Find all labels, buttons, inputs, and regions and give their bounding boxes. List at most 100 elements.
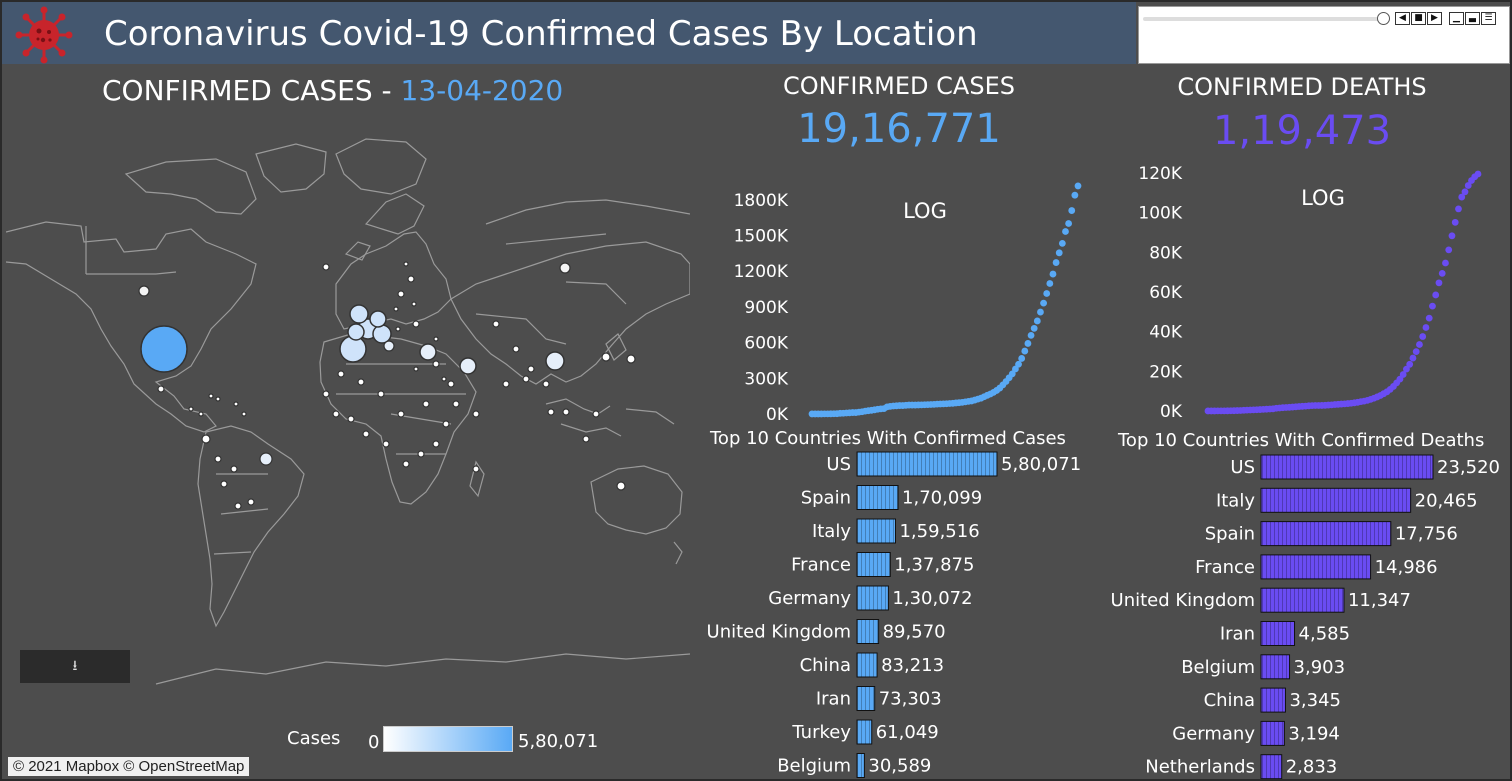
case-marker[interactable] [201, 434, 211, 444]
case-marker[interactable] [377, 390, 385, 398]
data-point[interactable] [1451, 218, 1459, 226]
bar[interactable] [1260, 754, 1283, 779]
deaths-trend-chart[interactable]: 0K 20K 40K 60K 80K 100K 120K LOG [1112, 157, 1512, 427]
case-marker[interactable] [459, 357, 477, 375]
case-marker[interactable] [215, 396, 221, 402]
data-point[interactable] [1455, 205, 1462, 213]
case-marker[interactable] [616, 481, 626, 491]
data-point[interactable] [1052, 259, 1060, 266]
case-marker[interactable] [447, 380, 455, 388]
stop-icon[interactable]: ■ [1411, 12, 1426, 25]
data-point[interactable] [1074, 182, 1082, 190]
bar[interactable] [1260, 521, 1392, 547]
bar[interactable] [1260, 587, 1345, 613]
previous-icon[interactable]: ◀ [1395, 12, 1410, 25]
data-point[interactable] [1062, 228, 1069, 235]
data-point[interactable] [1425, 314, 1433, 322]
case-marker[interactable] [433, 336, 439, 342]
data-point[interactable] [1030, 324, 1038, 332]
case-marker[interactable] [357, 378, 365, 386]
top-deaths-bar-chart[interactable]: US 23,520 Italy 20,465 Spain 17,756 France 14,9… [1107, 450, 1512, 781]
case-marker[interactable] [626, 354, 636, 364]
case-marker[interactable] [349, 304, 369, 324]
case-marker[interactable] [259, 452, 273, 466]
case-marker[interactable] [332, 410, 340, 418]
case-marker[interactable] [397, 290, 405, 298]
case-marker[interactable] [322, 390, 330, 398]
bar[interactable] [856, 585, 889, 611]
world-map[interactable] [6, 114, 690, 704]
case-marker[interactable] [322, 263, 330, 271]
data-point[interactable] [1058, 239, 1066, 247]
data-point[interactable] [1442, 259, 1449, 267]
data-point[interactable] [1027, 331, 1035, 339]
data-point[interactable] [1043, 290, 1051, 297]
case-marker[interactable] [208, 393, 214, 399]
bar[interactable] [856, 686, 876, 711]
data-point[interactable] [1448, 232, 1456, 240]
data-point[interactable] [1432, 291, 1440, 299]
bar[interactable] [856, 753, 865, 778]
case-marker[interactable] [383, 340, 395, 352]
case-marker[interactable] [601, 352, 611, 362]
case-marker[interactable] [562, 408, 570, 416]
data-point[interactable] [1409, 354, 1417, 362]
data-point[interactable] [1419, 333, 1427, 340]
date-slider[interactable] [1143, 17, 1383, 21]
case-marker[interactable] [592, 410, 600, 418]
data-point[interactable] [1040, 299, 1047, 307]
case-marker[interactable] [337, 370, 345, 378]
case-marker[interactable] [198, 411, 204, 417]
bar[interactable] [856, 619, 880, 644]
data-point[interactable] [1065, 220, 1073, 227]
data-point[interactable] [1068, 207, 1076, 214]
case-marker[interactable] [582, 435, 590, 443]
case-marker[interactable] [492, 320, 500, 328]
case-marker[interactable] [402, 460, 410, 468]
data-point[interactable] [1024, 340, 1032, 347]
slider-handle[interactable] [1377, 12, 1390, 25]
case-marker[interactable] [234, 502, 242, 510]
case-marker[interactable] [472, 465, 480, 473]
bar[interactable] [1260, 621, 1296, 646]
data-point[interactable] [1435, 279, 1443, 287]
case-marker[interactable] [233, 401, 239, 407]
case-marker[interactable] [452, 400, 460, 408]
case-marker[interactable] [432, 440, 440, 448]
case-marker[interactable] [220, 480, 228, 488]
bar[interactable] [856, 552, 891, 577]
case-marker[interactable] [230, 465, 238, 473]
data-point[interactable] [1474, 170, 1482, 178]
bar[interactable] [856, 652, 878, 678]
speed-medium-icon[interactable]: ▃ [1465, 12, 1480, 25]
case-marker[interactable] [417, 450, 425, 458]
case-marker[interactable] [138, 285, 150, 297]
bar[interactable] [1260, 654, 1291, 680]
map-attribution[interactable]: © 2021 Mapbox © OpenStreetMap [8, 757, 250, 776]
case-marker[interactable] [369, 310, 387, 328]
data-point[interactable] [1018, 355, 1026, 362]
case-marker[interactable] [372, 324, 392, 344]
data-point[interactable] [1021, 347, 1029, 355]
data-point[interactable] [1033, 317, 1041, 325]
case-marker[interactable] [432, 360, 440, 368]
data-point[interactable] [1429, 302, 1436, 310]
case-marker[interactable] [412, 320, 420, 328]
bar[interactable] [1260, 487, 1412, 513]
case-marker[interactable] [413, 366, 419, 372]
case-marker[interactable] [393, 306, 399, 312]
case-marker[interactable] [157, 385, 165, 393]
download-button[interactable]: ⭳ [20, 650, 130, 683]
case-marker[interactable] [419, 343, 437, 361]
bar[interactable] [1260, 687, 1286, 713]
top-cases-bar-chart[interactable]: US 5,80,071 Spain 1,70,099 Italy 1,59,516 Fran… [702, 448, 1107, 781]
case-marker[interactable] [442, 420, 450, 428]
data-point[interactable] [1403, 365, 1410, 373]
data-point[interactable] [1458, 193, 1466, 201]
case-marker[interactable] [441, 376, 447, 382]
play-icon[interactable]: ▶ [1427, 12, 1442, 25]
data-point[interactable] [1055, 249, 1063, 257]
data-point[interactable] [1412, 348, 1420, 356]
bar[interactable] [856, 451, 998, 477]
case-marker[interactable] [547, 408, 555, 416]
